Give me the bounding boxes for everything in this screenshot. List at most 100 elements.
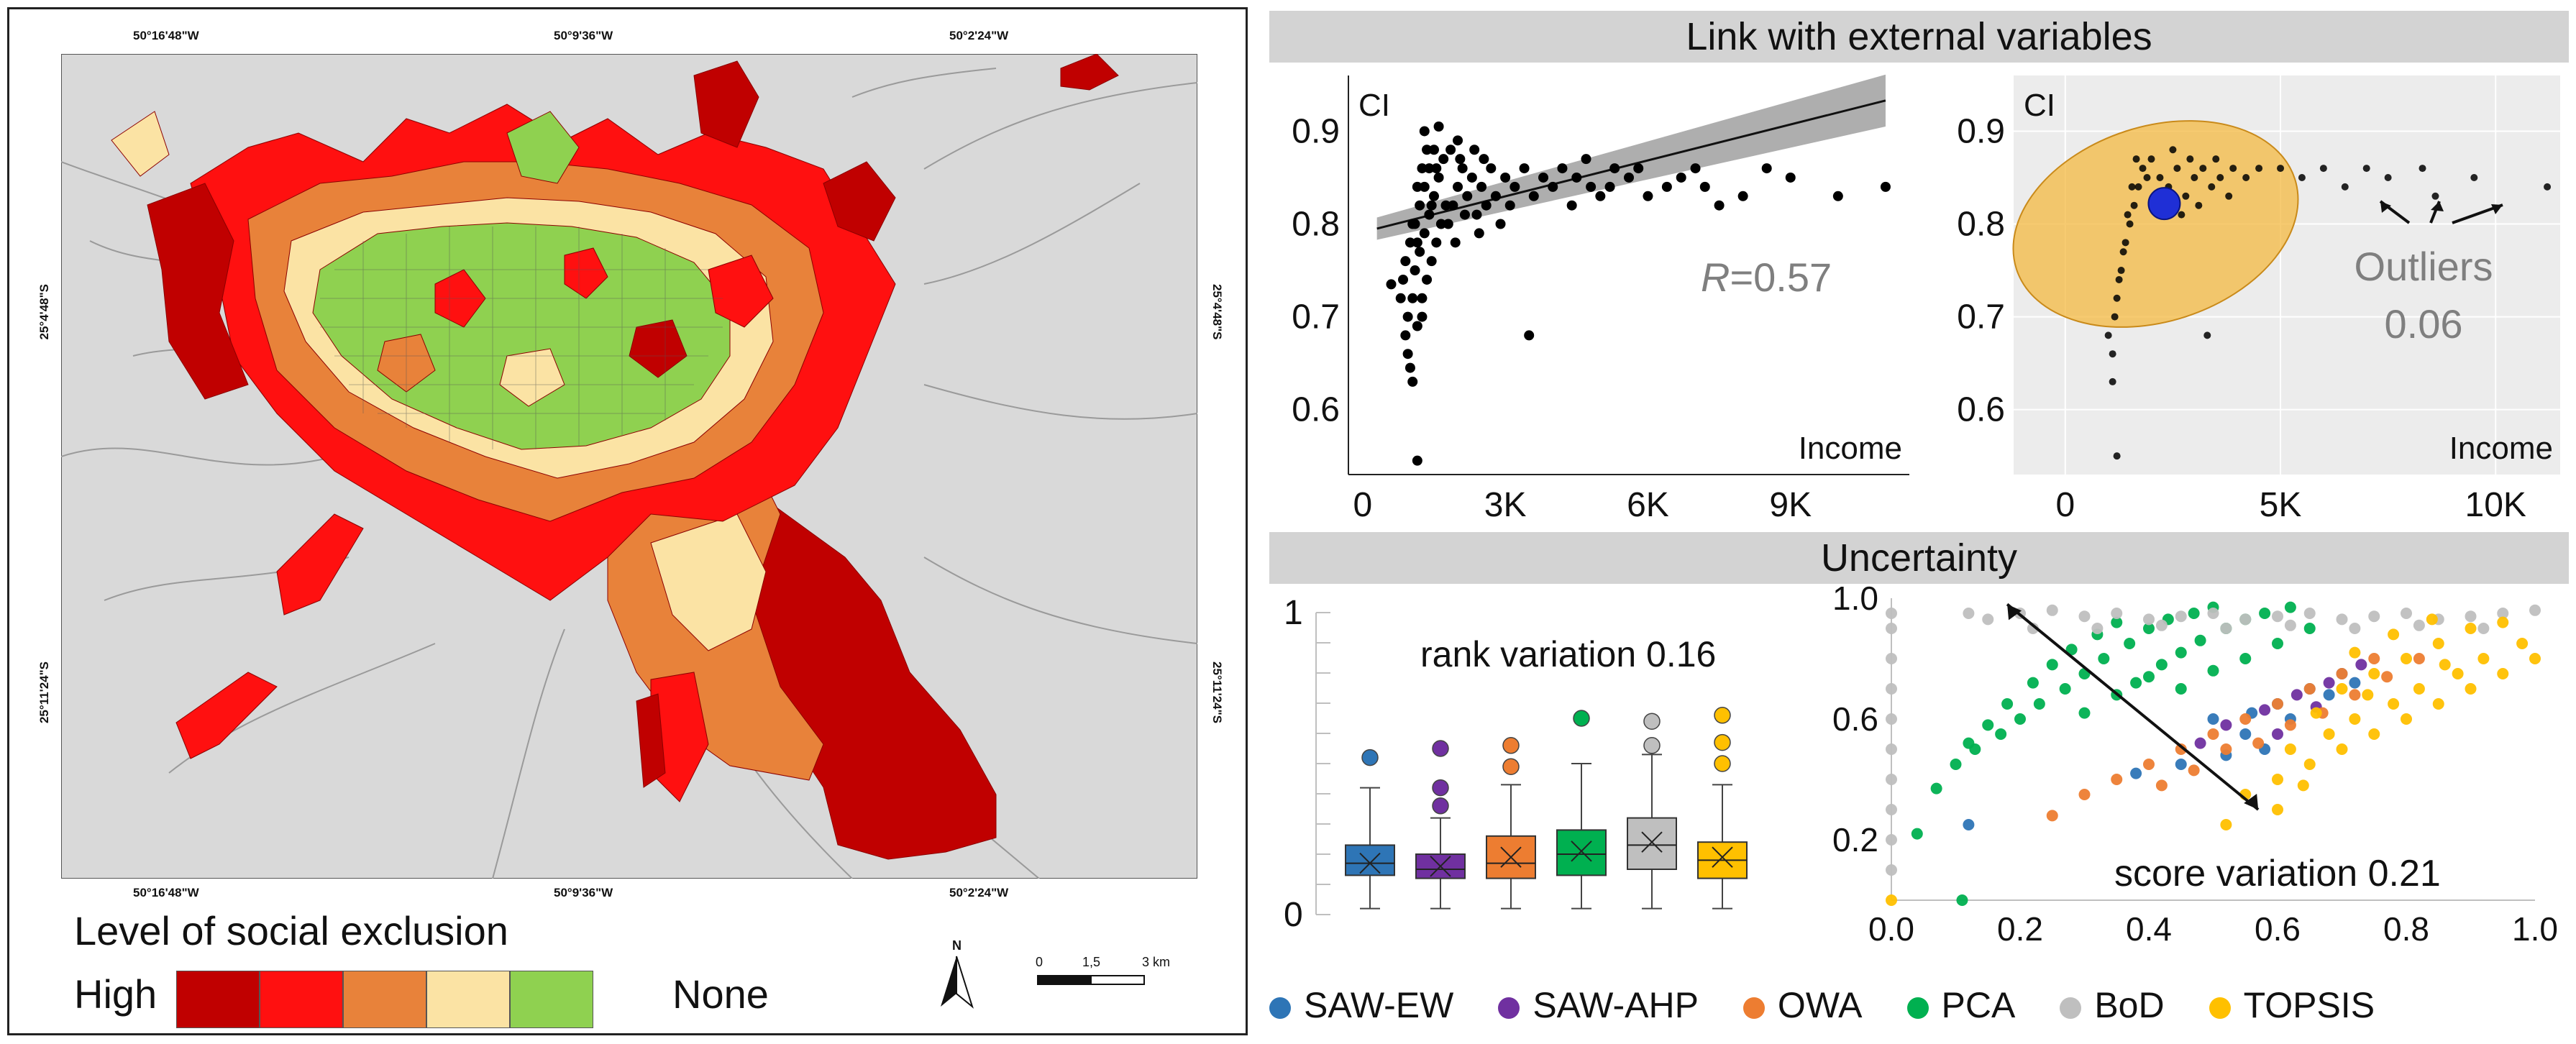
data-point-55 <box>1453 135 1463 146</box>
data-point-46 <box>2212 155 2220 163</box>
data-point-74 <box>1431 163 1442 174</box>
data-point-35 <box>2109 377 2116 385</box>
y-tick-label-1: 0.7 <box>1957 298 2005 336</box>
data-point-41 <box>2132 155 2140 163</box>
box-mean-SAW-AHP <box>1430 856 1451 877</box>
score-point-SAW-AHP-5 <box>2194 737 2206 749</box>
score-point-TOPSIS-12 <box>2349 713 2361 725</box>
region-yellow-patch-5 <box>499 348 565 407</box>
data-point-17 <box>2199 165 2207 173</box>
data-point-89 <box>1699 181 1710 192</box>
y-tick-label-3: 0.9 <box>1292 112 1340 150</box>
data-point-40 <box>1586 181 1597 192</box>
score-point-BoD-23 <box>2368 610 2380 623</box>
score-point-BoD-30 <box>2091 623 2104 634</box>
score-point-BoD-34 <box>2349 623 2361 634</box>
score-point-TOPSIS-25 <box>2388 628 2400 641</box>
score-point-TOPSIS-8 <box>2497 668 2509 679</box>
score-point-TOPSIS-23 <box>2497 616 2509 628</box>
data-point-5 <box>2126 220 2134 228</box>
data-point-56 <box>1524 330 1535 341</box>
region-darkred-island <box>1060 54 1119 91</box>
data-point-6 <box>1412 455 1422 466</box>
box-outlier-SAW-EW-0 <box>1361 748 1379 766</box>
score-point-OWA-16 <box>2381 671 2393 683</box>
data-point-24 <box>2298 173 2306 181</box>
x-tick-label-1: 3K <box>1484 486 1527 524</box>
legend-dot-icon <box>1498 997 1520 1019</box>
region-green-core <box>312 222 731 450</box>
score-point-PCA-9 <box>2124 638 2136 649</box>
score-point-TOPSIS-5 <box>2401 713 2412 725</box>
score-point-OWA-6 <box>2303 683 2316 695</box>
score-point-TOPSIS-4 <box>2368 728 2380 740</box>
score-point-PCA-10 <box>2143 623 2155 634</box>
chart-score-variation: 0.0 0.2 0.4 0.6 0.8 1.0 0.2 0.6 1.0 score variati… <box>1832 584 2558 948</box>
region-yellow-west <box>111 111 170 177</box>
data-point-0 <box>1386 279 1397 290</box>
score-point-BoD-15 <box>2111 608 2123 619</box>
legend-item-label: SAW-AHP <box>1533 985 1699 1025</box>
box-mean-OWA <box>1500 846 1522 868</box>
centroid-point <box>2147 187 2181 221</box>
score-point-PCA-25 <box>2284 601 2296 613</box>
score-point-TOPSIS-6 <box>2432 698 2444 710</box>
score-point-TOPSIS-1 <box>2272 774 2283 785</box>
score-point-TOPSIS-19 <box>2368 668 2380 679</box>
map-top-coord-2: 50°9'36"W <box>554 29 613 42</box>
chart-rank-variation: 1 0 rank variation 0.16 <box>1284 594 1748 934</box>
data-point-54 <box>1433 121 1444 132</box>
score-point-TOPSIS-20 <box>2401 653 2412 664</box>
score-point-BoD-17 <box>2175 610 2187 623</box>
map-left-coord-2: 25°11'24"S <box>37 661 51 724</box>
data-point-17 <box>1424 209 1435 220</box>
data-point-38 <box>2119 248 2127 256</box>
map-bottom-coord-2: 50°9'36"W <box>554 886 613 899</box>
north-label: N <box>952 938 962 953</box>
data-point-13 <box>1428 145 1439 155</box>
outlier-arrowhead-2 <box>2431 201 2444 211</box>
score-point-TOPSIS-33 <box>2297 779 2309 792</box>
map-bottom-coord-3: 50°2'24"W <box>949 886 1009 899</box>
box-y-tick-label-1: 1 <box>1284 594 1303 632</box>
data-point-65 <box>1469 145 1480 155</box>
data-point-69 <box>1504 200 1515 211</box>
data-point-57 <box>1417 293 1428 303</box>
legend-item-BoD: BoD <box>2060 984 2165 1026</box>
data-point-41 <box>1595 191 1606 201</box>
scale-label-1: 1,5 <box>1082 955 1101 969</box>
score-point-PCA-24 <box>2259 608 2271 619</box>
outliers-value: 0.06 <box>2385 301 2463 347</box>
legend-dot-icon <box>1743 997 1765 1019</box>
score-point-BoD-8 <box>1886 623 1897 634</box>
score-point-BoD-1 <box>1886 834 1897 846</box>
data-point-80 <box>1412 321 1422 331</box>
score-point-BoD-0 <box>1886 864 1897 876</box>
score-point-PCA-14 <box>2046 659 2058 671</box>
map-top-coord-1: 50°16'48"W <box>133 29 199 42</box>
data-point-1 <box>2109 350 2116 358</box>
score-point-TOPSIS-15 <box>2452 668 2464 679</box>
data-point-10 <box>1415 200 1425 211</box>
score-point-TOPSIS-29 <box>2439 659 2451 671</box>
score-point-BoD-5 <box>1886 713 1897 725</box>
data-point-34 <box>2203 331 2211 339</box>
data-point-10 <box>2147 155 2155 163</box>
box-PCA <box>1556 829 1607 876</box>
map-right-coord-1: 25°4'48"S <box>1210 284 1224 340</box>
score-y-tick-label-1: 0.6 <box>1832 700 1878 738</box>
trend-confidence-band <box>1376 74 1886 240</box>
data-point-42 <box>2169 146 2177 154</box>
score-point-SAW-EW-10 <box>2323 689 2335 701</box>
data-point-77 <box>1398 274 1409 285</box>
legend-item-label: SAW-EW <box>1304 985 1454 1025</box>
score-point-TOPSIS-9 <box>2529 653 2541 664</box>
box-outlier-TOPSIS-2 <box>1714 707 1731 724</box>
data-point-45 <box>2195 201 2203 209</box>
score-y-tick-label-0: 0.2 <box>1832 821 1878 858</box>
data-point-30 <box>2431 192 2439 200</box>
x-tick-label-3: 9K <box>1769 486 1812 524</box>
score-point-TOPSIS-10 <box>2284 743 2296 755</box>
legend-dot-icon <box>1269 997 1291 1019</box>
data-point-20 <box>2229 165 2237 173</box>
